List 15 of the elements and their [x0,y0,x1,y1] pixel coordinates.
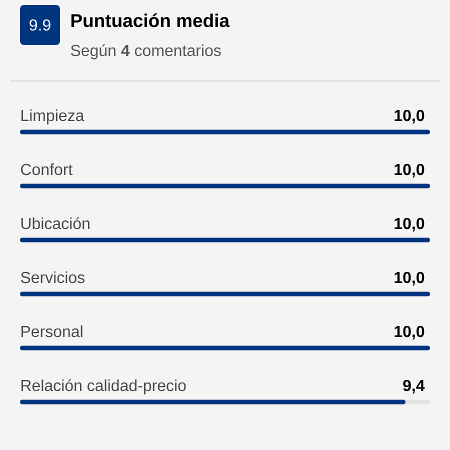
y-tick-label: Relación calidad-precio [22,379,186,394]
chart-title: Puntuación media [71,13,230,28]
y-tick-label: Personal [22,325,82,338]
text: 9.9 [30,19,50,31]
data-label: 10,0 [394,110,424,124]
y-tick-label: Limpieza [22,109,84,124]
data-label: 10,0 [394,272,424,286]
y-tick-label: Ubicación [21,217,90,230]
data-label: 10,0 [394,218,424,232]
y-tick-label: Confort [21,163,73,176]
chart-subtitle: Según 4 comentarios [70,44,221,60]
data-label: 10,0 [394,326,424,340]
data-label: 9,4 [403,380,425,394]
data-label: 10,0 [394,164,424,178]
y-tick-label: Servicios [20,271,85,284]
